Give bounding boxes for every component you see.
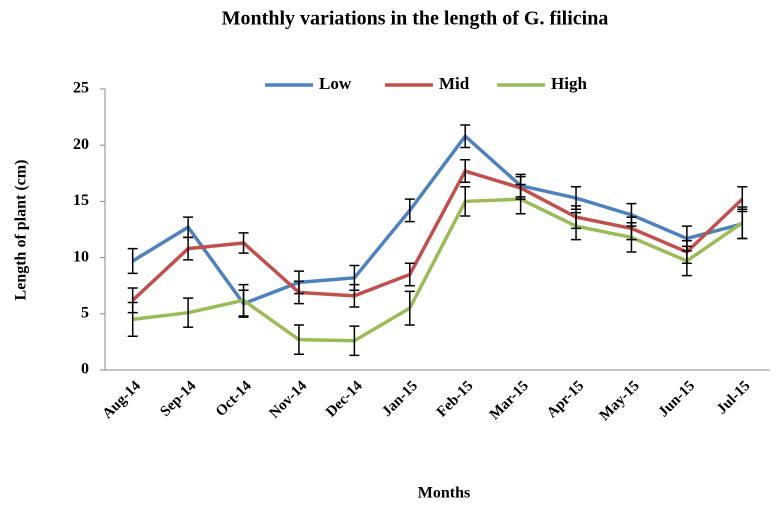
x-tick-label: Sep-14 (157, 378, 199, 420)
error-bar (127, 301, 138, 338)
x-tick-label: Jul-15 (714, 378, 754, 418)
x-tick-label: Feb-15 (434, 378, 477, 421)
error-bar (183, 297, 194, 329)
y-tick-label: 15 (73, 192, 89, 209)
error-bar (183, 236, 194, 261)
x-tick-label: Oct-14 (213, 378, 255, 420)
legend-label: Low (319, 74, 352, 93)
y-tick-label: 20 (73, 136, 89, 153)
error-bar (238, 232, 249, 254)
error-bar (404, 198, 415, 223)
error-bar (349, 283, 360, 308)
error-bar (460, 159, 471, 184)
error-bar (460, 186, 471, 217)
error-bar (737, 206, 748, 240)
x-tick-label: Jun-15 (656, 378, 699, 421)
error-bar (460, 124, 471, 149)
error-bar (404, 290, 415, 326)
error-bar (349, 325, 360, 357)
error-bar (626, 222, 637, 253)
error-bar (293, 324, 304, 356)
y-tick-label: 10 (73, 248, 89, 265)
x-tick-label: Aug-14 (100, 378, 145, 423)
error-bar (681, 245, 692, 277)
legend-label: High (551, 74, 587, 93)
error-bar (238, 283, 249, 317)
chart-title: Monthly variations in the length of G. f… (222, 8, 609, 30)
x-tick-label: Dec-14 (323, 378, 366, 421)
x-axis-label: Months (418, 485, 470, 502)
x-tick-label: May-15 (597, 378, 643, 424)
y-tick-label: 25 (73, 80, 89, 97)
error-bar (127, 247, 138, 275)
legend-label: Mid (439, 74, 470, 93)
y-tick-label: 0 (81, 361, 89, 378)
line-series (132, 197, 744, 343)
x-tick-label: Nov-14 (266, 378, 310, 422)
x-tick-label: Apr-15 (544, 378, 587, 421)
error-bar (293, 280, 304, 305)
y-axis-label: Length of plant (cm) (13, 160, 30, 301)
error-bar (404, 262, 415, 287)
error-bar (515, 183, 526, 215)
y-tick-label: 5 (81, 304, 89, 321)
error-bar (571, 211, 582, 241)
x-tick-label: Jan-15 (379, 378, 421, 420)
line-series (131, 133, 743, 306)
x-tick-label: Mar-15 (487, 378, 532, 423)
line-series (131, 168, 744, 302)
